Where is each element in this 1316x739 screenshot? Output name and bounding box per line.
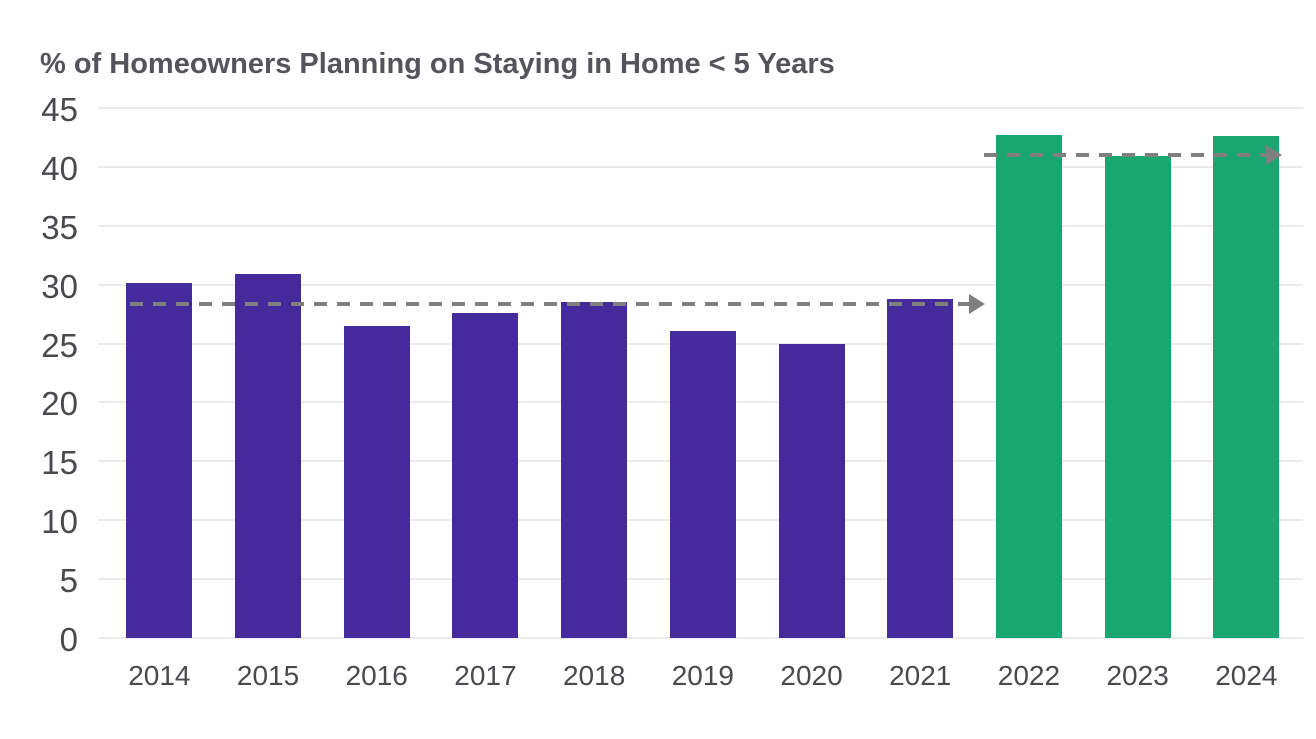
y-axis-tick-label-35: 35 — [41, 208, 78, 246]
y-axis-tick-label-25: 25 — [41, 326, 78, 364]
bar-2020 — [778, 343, 845, 638]
x-axis-tick-label-2015: 2015 — [236, 660, 300, 691]
y-axis-tick-label-10: 10 — [41, 503, 78, 541]
gridline-45 — [98, 107, 1303, 109]
x-axis-tick-label-2014: 2014 — [128, 660, 191, 691]
y-axis-tick-label-20: 20 — [41, 385, 78, 423]
y-axis-tick-label-5: 5 — [59, 562, 78, 600]
x-axis-tick-label-2023: 2023 — [1106, 660, 1169, 691]
gridline-0 — [98, 637, 1303, 639]
dashed-arrow-line-2 — [984, 153, 1267, 158]
bar-2015 — [235, 274, 302, 638]
bar-2024 — [1213, 136, 1280, 638]
x-axis-tick-label-2018: 2018 — [562, 660, 626, 691]
arrow-head-icon-1 — [969, 293, 985, 314]
bar-2018 — [561, 302, 628, 638]
y-axis-tick-label-40: 40 — [41, 149, 78, 187]
y-axis-tick-label-30: 30 — [41, 267, 78, 305]
gridline-40 — [98, 165, 1303, 168]
dashed-arrow-line-1 — [130, 301, 970, 306]
gridline-35 — [98, 224, 1303, 227]
x-axis-tick-label-2021: 2021 — [889, 660, 952, 691]
bar-2014 — [126, 283, 193, 638]
bar-2019 — [669, 330, 736, 638]
bar-2016 — [343, 325, 410, 638]
bar-2022 — [995, 135, 1062, 638]
bar-2017 — [452, 312, 519, 638]
y-axis-tick-label-45: 45 — [41, 91, 78, 128]
x-axis-tick-label-2017: 2017 — [454, 660, 517, 691]
arrow-head-icon-2 — [1265, 145, 1282, 166]
x-axis-tick-label-2022: 2022 — [997, 660, 1061, 691]
bar-2021 — [887, 298, 954, 638]
bar-2023 — [1104, 156, 1171, 638]
chart-title: % of Homeowners Planning on Staying in H… — [40, 48, 835, 80]
y-axis-tick-label-15: 15 — [41, 444, 78, 482]
x-axis-tick-label-2024: 2024 — [1215, 660, 1278, 691]
gridline-30 — [98, 283, 1303, 286]
x-axis-tick-label-2019: 2019 — [671, 660, 734, 691]
x-axis-tick-label-2020: 2020 — [780, 660, 843, 691]
y-axis-tick-label-0: 0 — [59, 621, 78, 658]
x-axis-tick-label-2016: 2016 — [345, 660, 408, 691]
